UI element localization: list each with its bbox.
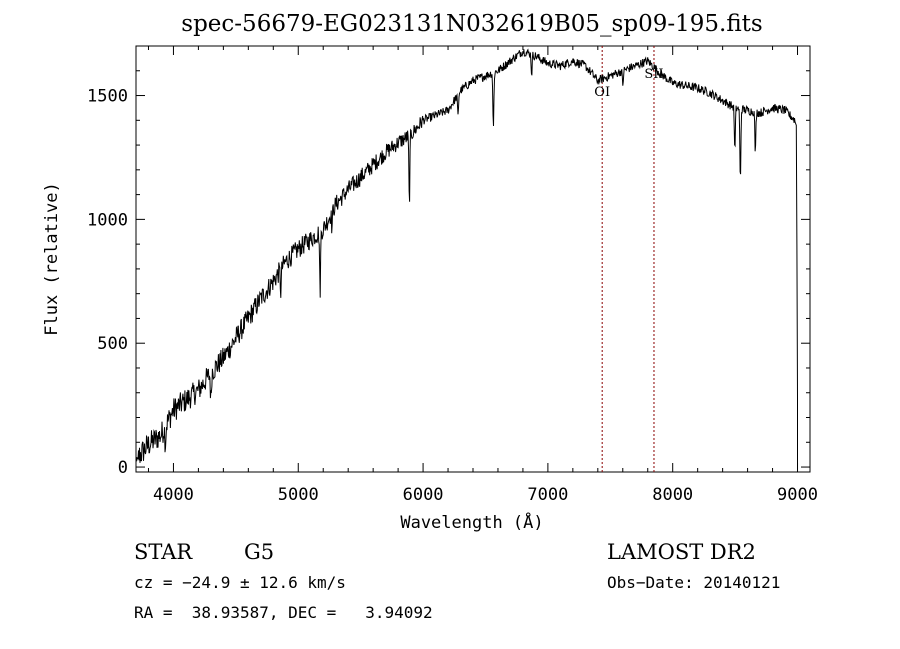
radial-velocity: cz = −24.9 ± 12.6 km/s [134,573,346,592]
coordinates: RA = 38.93587, DEC = 3.94092 [134,603,433,622]
marker-label: OI [594,85,610,100]
x-tick-label: 6000 [403,485,444,505]
observation-date: Obs−Date: 20140121 [607,573,781,592]
spectrum-line [135,48,798,470]
survey-name: LAMOST DR2 [607,540,756,564]
x-tick-label: 4000 [153,485,194,505]
y-tick-label: 1000 [87,210,128,230]
object-class: STAR [134,540,193,564]
y-axis-label: Flux (relative) [42,182,62,336]
x-tick-label: 8000 [652,485,693,505]
axis-ticks: 4000 5000 6000 7000 8000 9000 0 500 1000 1500 [87,45,818,505]
chart-title: spec-56679-EG023131N032619B05_sp09-195.f… [181,11,762,37]
y-tick-label: 500 [97,334,128,354]
object-subclass: G5 [244,540,275,564]
x-tick-label: 9000 [777,485,818,505]
x-axis-label: Wavelength (Å) [400,511,543,533]
plot-frame [135,45,811,473]
marker-label: SII [644,67,663,82]
line-markers: OI SII [594,46,664,472]
y-tick-label: 1500 [87,87,128,107]
x-tick-label: 5000 [278,485,319,505]
y-tick-label: 0 [118,458,128,478]
x-tick-label: 7000 [527,485,568,505]
